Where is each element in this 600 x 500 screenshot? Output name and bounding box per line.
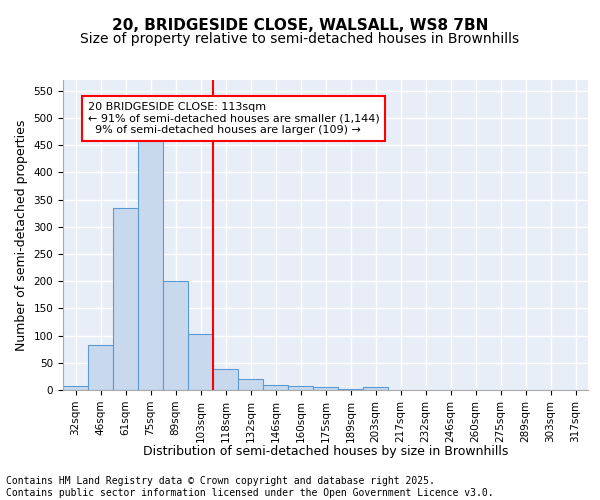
Bar xyxy=(88,346,113,390)
Text: 20, BRIDGESIDE CLOSE, WALSALL, WS8 7BN: 20, BRIDGESIDE CLOSE, WALSALL, WS8 7BN xyxy=(112,18,488,32)
Bar xyxy=(113,208,138,390)
Bar xyxy=(263,385,288,390)
Bar xyxy=(238,379,263,390)
Bar xyxy=(213,370,238,390)
Text: Size of property relative to semi-detached houses in Brownhills: Size of property relative to semi-detach… xyxy=(80,32,520,46)
Bar xyxy=(288,386,313,390)
Text: Contains HM Land Registry data © Crown copyright and database right 2025.
Contai: Contains HM Land Registry data © Crown c… xyxy=(6,476,494,498)
Bar xyxy=(313,388,338,390)
Bar xyxy=(188,334,213,390)
Bar xyxy=(138,141,163,390)
Bar xyxy=(163,281,188,390)
Y-axis label: Number of semi-detached properties: Number of semi-detached properties xyxy=(15,120,28,350)
Bar xyxy=(63,386,88,390)
Bar xyxy=(363,388,388,390)
Text: 20 BRIDGESIDE CLOSE: 113sqm
← 91% of semi-detached houses are smaller (1,144)
  : 20 BRIDGESIDE CLOSE: 113sqm ← 91% of sem… xyxy=(88,102,380,135)
X-axis label: Distribution of semi-detached houses by size in Brownhills: Distribution of semi-detached houses by … xyxy=(143,444,508,458)
